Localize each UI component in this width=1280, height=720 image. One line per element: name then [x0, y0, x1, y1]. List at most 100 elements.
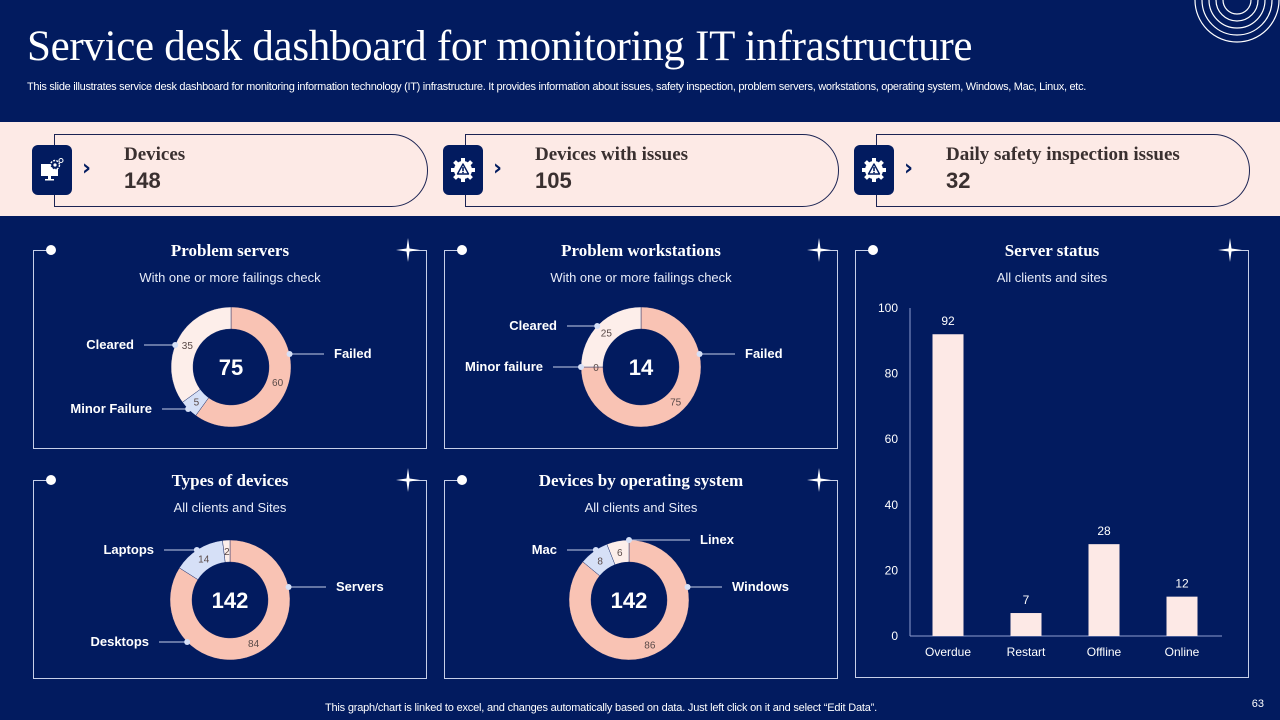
donut-slice-slice[interactable]: [222, 539, 231, 563]
page-number: 63: [1251, 698, 1264, 710]
bar-value-label: 12: [1175, 577, 1189, 591]
legend-label-cleared: Cleared: [86, 337, 134, 352]
panel-subtitle: All clients and sites: [996, 270, 1108, 285]
donut-chart-problem-servers[interactable]: 60 5 35 75 Failed Minor Failure Cleared: [34, 250, 428, 449]
sparkle-icon: [396, 238, 420, 262]
donut-center-total: 14: [629, 355, 654, 380]
legend-label-mac: Mac: [532, 542, 557, 557]
panel-border: [33, 250, 49, 251]
monitor-gear-icon: [41, 158, 64, 181]
bar-overdue[interactable]: [932, 334, 964, 636]
donut-slice-failed[interactable]: [195, 306, 292, 428]
donut-slice-desktops[interactable]: [169, 539, 291, 661]
kpi-label: Daily safety inspection issues: [946, 144, 1180, 165]
legend-label-windows: Windows: [732, 579, 789, 594]
bullet-dot-icon: [868, 245, 878, 255]
kpi-value: 148: [124, 168, 161, 193]
slice-value-label: 2: [224, 547, 230, 558]
kpi-value: 105: [535, 168, 572, 193]
gear-warning-icon: [451, 158, 475, 182]
kpi-icon-box: [854, 145, 894, 195]
x-tick-label: Offline: [1087, 645, 1122, 659]
bar-online[interactable]: [1166, 596, 1198, 636]
leader-dot: [185, 406, 192, 412]
leader-dot: [285, 584, 292, 590]
panel-title: Problem servers: [170, 241, 290, 260]
bullet-dot-icon: [457, 245, 467, 255]
slice-value-label: 25: [601, 328, 613, 339]
kpi-label: Devices: [124, 144, 186, 165]
legend-label-minor-failure: Minor failure: [465, 359, 543, 374]
legend-label-failed: Failed: [334, 346, 372, 361]
kpi-card-outline: [54, 134, 428, 207]
panel-border: [33, 480, 49, 481]
sparkle-icon: [396, 468, 420, 492]
leader-dot: [578, 364, 584, 370]
kpi-value: 32: [946, 168, 971, 193]
y-tick-label: 0: [891, 629, 898, 643]
panel-subtitle: All clients and Sites: [584, 500, 698, 515]
kpi-icon-box: [32, 145, 72, 195]
panel-border: [444, 480, 460, 481]
y-tick-label: 100: [878, 301, 898, 315]
sparkle-icon: [807, 468, 831, 492]
panel-border: [855, 250, 871, 251]
x-tick-label: Restart: [1007, 645, 1046, 659]
legend-label-failed: Failed: [745, 346, 783, 361]
slice-value-label: 60: [272, 378, 284, 389]
panel-problem-workstations: Problem workstations With one or more fa…: [444, 238, 839, 449]
donut-slice-failed[interactable]: [580, 306, 702, 428]
panel-title: Problem workstations: [561, 241, 721, 260]
panel-subtitle: With one or more failings check: [139, 270, 321, 285]
bar-value-label: 92: [941, 314, 955, 328]
leader-dot: [626, 537, 632, 543]
y-tick-label: 80: [885, 367, 899, 381]
y-tick-label: 60: [885, 432, 899, 446]
legend-label-minor-failure: Minor Failure: [70, 401, 152, 416]
leader-dot: [193, 547, 200, 553]
chevron-right-icon: ›: [904, 156, 914, 181]
leader-dot: [684, 584, 691, 590]
donut-slice-cleared[interactable]: [580, 306, 642, 368]
slice-value-label: 5: [194, 398, 200, 409]
panel-title: Server status: [1004, 241, 1100, 260]
panel-border: [824, 250, 838, 251]
leader-dot: [184, 639, 191, 645]
y-tick-label: 40: [885, 498, 899, 512]
donut-center-total: 142: [212, 588, 249, 613]
donut-center-total: 142: [611, 588, 648, 613]
bar-offline[interactable]: [1088, 544, 1120, 636]
legend-label-servers: Servers: [336, 579, 384, 594]
slice-value-label: 6: [617, 548, 623, 559]
page-title: Service desk dashboard for monitoring IT…: [27, 23, 973, 70]
bullet-dot-icon: [46, 475, 56, 485]
donut-center-total: 75: [219, 355, 243, 380]
kpi-icon-box: [443, 145, 483, 195]
donut-chart-problem-workstations[interactable]: 75 0 25 14 Failed Minor failure Cleared: [445, 250, 839, 449]
slice-value-label: 14: [198, 555, 210, 566]
donut-slice-cleared[interactable]: [170, 306, 232, 403]
panel-subtitle: With one or more failings check: [550, 270, 732, 285]
panel-border: [444, 250, 460, 251]
x-tick-label: Overdue: [925, 645, 971, 659]
donut-slice-windows[interactable]: [568, 539, 690, 661]
page-description: This slide illustrates service desk dash…: [27, 81, 1087, 93]
slice-value-label: 75: [670, 398, 682, 409]
donut-slice-linex[interactable]: [606, 539, 630, 565]
slice-value-label: 35: [182, 341, 194, 352]
legend-label-desktops: Desktops: [90, 634, 149, 649]
leader-dot: [172, 342, 179, 348]
panel-subtitle: All clients and Sites: [173, 500, 287, 515]
slice-value-label: 8: [597, 556, 603, 567]
leader-dot: [592, 547, 599, 553]
legend-label-linex: Linex: [700, 532, 735, 547]
bar-chart-server-status[interactable]: 0 20 40 60 80 100 92 Overdue 7 Restart 28 Offline 12…: [856, 250, 1250, 678]
sparkle-icon: [1218, 238, 1242, 262]
x-tick-label: Online: [1165, 645, 1200, 659]
bar-restart[interactable]: [1010, 613, 1042, 636]
panel-title: Types of devices: [171, 471, 289, 490]
panel-types-of-devices: Types of devices All clients and Sites 8…: [33, 468, 428, 679]
panel-title: Devices by operating system: [538, 471, 744, 490]
